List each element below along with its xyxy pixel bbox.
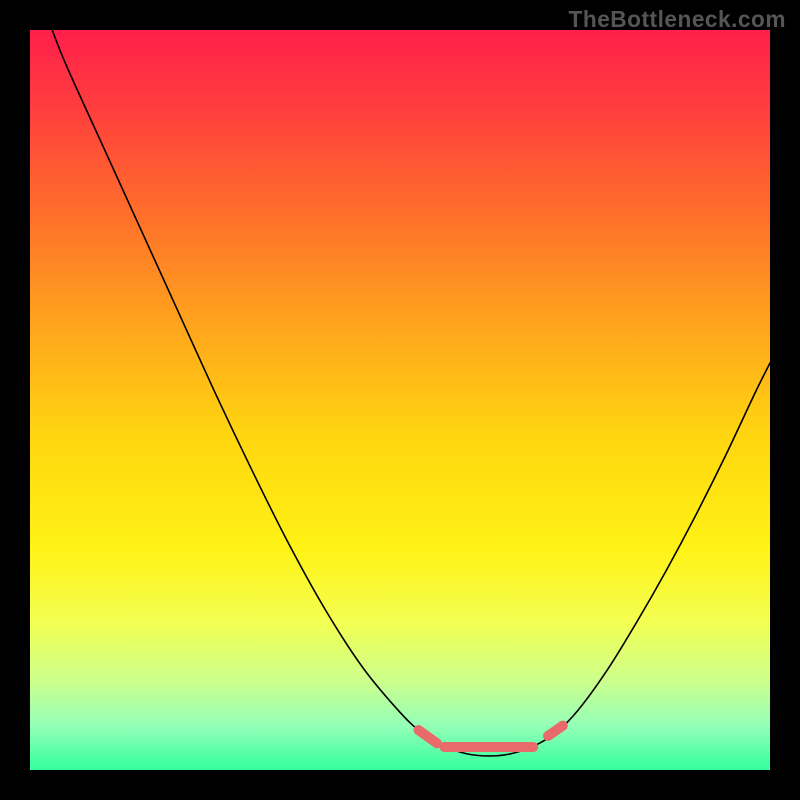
chart-frame: TheBottleneck.com [0,0,800,800]
gradient-background [30,30,770,770]
plot-area [30,30,770,770]
watermark-text: TheBottleneck.com [569,6,786,33]
bottleneck-curve-chart [30,30,770,770]
